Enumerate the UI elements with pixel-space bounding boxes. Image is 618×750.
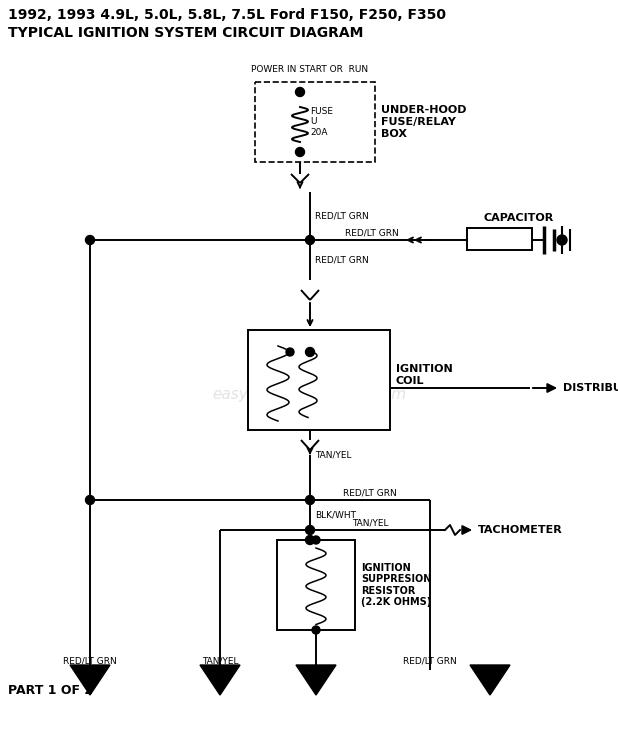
Text: BLK/WHT: BLK/WHT (315, 511, 356, 520)
Circle shape (85, 236, 95, 244)
Text: A: A (86, 676, 95, 686)
Bar (277, 540, 355, 630)
Polygon shape (296, 665, 336, 695)
Polygon shape (70, 665, 110, 695)
Text: 1992, 1993 4.9L, 5.0L, 5.8L, 7.5L Ford F150, F250, F350: 1992, 1993 4.9L, 5.0L, 5.8L, 7.5L Ford F… (8, 8, 446, 22)
Circle shape (305, 236, 315, 244)
Text: easyautodiagnostics.com: easyautodiagnostics.com (212, 388, 406, 403)
Circle shape (305, 347, 315, 356)
Text: TAN/YEL: TAN/YEL (315, 451, 352, 460)
Text: DISTRIBUTOR CAP: DISTRIBUTOR CAP (563, 383, 618, 393)
Text: RED/LT GRN: RED/LT GRN (63, 656, 117, 665)
Text: (: ( (500, 232, 506, 246)
Circle shape (286, 348, 294, 356)
Text: RED/LT GRN: RED/LT GRN (343, 488, 397, 497)
Text: FUSE
U
20A: FUSE U 20A (310, 107, 333, 137)
Polygon shape (470, 665, 510, 695)
Circle shape (312, 536, 320, 544)
Circle shape (295, 148, 305, 157)
Text: RED/LT GRN: RED/LT GRN (315, 211, 369, 220)
Text: C: C (312, 676, 320, 686)
Text: IGNITION
COIL: IGNITION COIL (396, 364, 453, 386)
Circle shape (295, 88, 305, 97)
Text: RED/LT GRN: RED/LT GRN (345, 228, 399, 237)
Text: B: B (216, 676, 224, 686)
Circle shape (312, 626, 320, 634)
Circle shape (557, 235, 567, 245)
Text: TAN/YEL: TAN/YEL (352, 518, 388, 527)
Circle shape (305, 496, 315, 505)
Polygon shape (200, 665, 240, 695)
Bar (467, 228, 532, 250)
Bar (248, 330, 390, 430)
Text: UNDER-HOOD
FUSE/RELAY
BOX: UNDER-HOOD FUSE/RELAY BOX (381, 106, 467, 139)
Text: D: D (485, 676, 494, 686)
Circle shape (85, 496, 95, 505)
Circle shape (305, 536, 315, 544)
Text: CAPACITOR: CAPACITOR (483, 213, 554, 223)
Text: RED/LT GRN: RED/LT GRN (403, 656, 457, 665)
Bar (255, 82, 375, 162)
Text: TACHOMETER: TACHOMETER (478, 525, 563, 535)
Text: TAN/YEL: TAN/YEL (201, 656, 239, 665)
Text: TYPICAL IGNITION SYSTEM CIRCUIT DIAGRAM: TYPICAL IGNITION SYSTEM CIRCUIT DIAGRAM (8, 26, 363, 40)
Text: PART 1 OF 2: PART 1 OF 2 (8, 683, 93, 697)
Text: IGNITION
SUPPRESION
RESISTOR
(2.2K OHMS): IGNITION SUPPRESION RESISTOR (2.2K OHMS) (361, 562, 431, 608)
Text: RED/LT GRN: RED/LT GRN (315, 256, 369, 265)
Circle shape (305, 526, 315, 535)
Text: POWER IN START OR  RUN: POWER IN START OR RUN (252, 65, 368, 74)
